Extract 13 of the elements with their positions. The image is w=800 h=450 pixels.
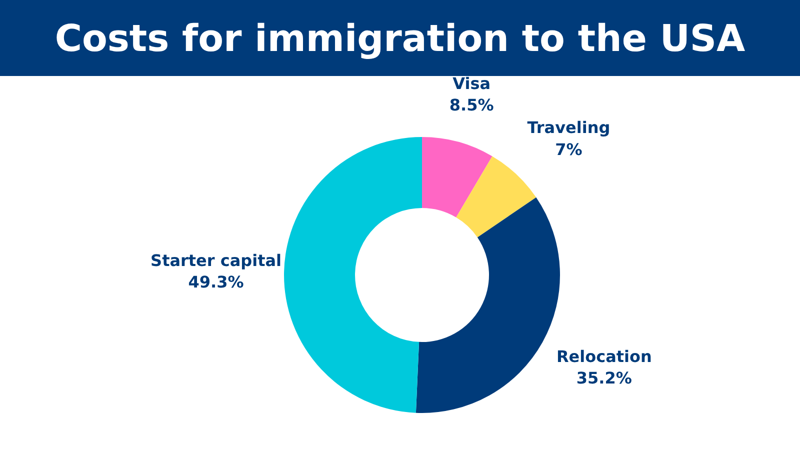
- data-label: 8.5%: [449, 95, 494, 114]
- slice-label: Relocation: [556, 346, 652, 366]
- donut-slice: [456, 156, 536, 238]
- donut-slice: [416, 197, 560, 413]
- data-label: 7%: [555, 140, 582, 159]
- data-label: 35.2%: [576, 368, 632, 388]
- slice-label: Traveling: [527, 118, 610, 138]
- slice-label: Starter capital: [150, 251, 282, 270]
- donut-slice: [284, 137, 422, 413]
- chart-title: Costs for immigration to the USA: [54, 16, 746, 60]
- slice-label: Visa: [452, 74, 491, 93]
- donut-slice: [422, 137, 492, 218]
- data-label: 49.3%: [188, 272, 244, 292]
